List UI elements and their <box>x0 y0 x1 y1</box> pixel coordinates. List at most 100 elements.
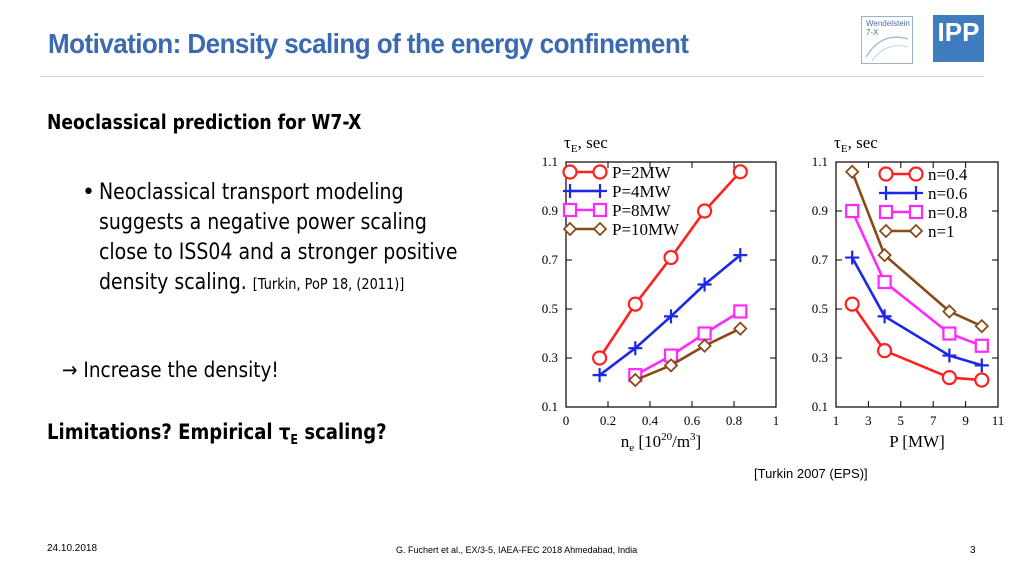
x-tick-label: 0.8 <box>726 413 742 428</box>
legend-marker <box>878 166 894 182</box>
legend-marker <box>563 184 577 198</box>
bullet-citation: [Turkin, PoP 18, (2011)] <box>252 275 405 293</box>
y-tick-label: 0.7 <box>812 252 829 267</box>
data-point <box>663 358 679 373</box>
data-point <box>877 247 892 263</box>
ipp-logo: IPP <box>933 15 984 62</box>
legend-label: n=1 <box>928 222 955 241</box>
series-line <box>634 327 741 382</box>
y-tick-label: 0.5 <box>812 301 828 316</box>
bullet-text: Neoclassical transport modeling suggests… <box>99 180 458 295</box>
x-tick-label: 11 <box>992 413 1005 428</box>
x-tick-label: 0 <box>563 413 570 428</box>
x-tick-label: 9 <box>962 413 969 428</box>
legend-label: n=0.6 <box>928 184 967 203</box>
series-line <box>851 210 983 348</box>
y-tick-label: 0.5 <box>542 301 558 316</box>
x-axis-label-main: P [MW] <box>889 432 945 451</box>
section-heading: Neoclassical prediction for W7-X <box>47 110 362 134</box>
data-point <box>592 368 607 383</box>
data-point <box>732 164 748 180</box>
y-axis-label-main: τ <box>834 133 841 152</box>
legend-label: n=0.8 <box>928 203 967 222</box>
series-line <box>851 303 982 382</box>
data-point <box>697 203 713 219</box>
legend-label: P=8MW <box>612 201 672 220</box>
x-axis-label: P [MW] <box>889 432 945 451</box>
x-tick-label: 7 <box>930 413 937 428</box>
legend-marker <box>593 184 607 198</box>
bullet-body: Neoclassical transport modeling suggests… <box>99 178 460 299</box>
data-point <box>844 164 860 180</box>
chart-panel-1: 0.1 0.3 0.5 0.7 0.9 1.1 0 0.2 0.4 0.6 0.8 1 τE, sec n… <box>542 133 780 454</box>
data-point <box>942 348 957 363</box>
data-point <box>877 343 893 359</box>
x-axis-label-close: ] <box>696 432 702 451</box>
limitations-text: Limitations? Empirical τ <box>47 420 291 444</box>
legend-label: P=4MW <box>612 182 672 201</box>
wendelstein-logo-text: Wendelstein 7-X <box>866 19 910 37</box>
data-point <box>974 318 990 334</box>
conclusion-text: Increase the density! <box>83 358 279 382</box>
y-tick-label: 0.1 <box>542 399 558 414</box>
plot-frame <box>835 161 999 408</box>
y-axis-label-unit: , sec <box>848 133 879 152</box>
data-point <box>877 274 892 290</box>
limitations-heading: Limitations? Empirical τE scaling? <box>47 420 387 448</box>
y-tick-label: 1.1 <box>542 154 558 169</box>
figure-citation: [Turkin 2007 (EPS)] <box>754 466 868 481</box>
y-axis-label: τE, sec <box>834 133 878 155</box>
wendelstein-logo-arc-icon <box>865 36 909 62</box>
y-tick-label: 0.3 <box>542 350 558 365</box>
series-line <box>634 310 741 377</box>
page-number: 3 <box>970 545 976 556</box>
legend-label: P=2MW <box>612 163 672 182</box>
x-tick-label: 0.2 <box>600 413 616 428</box>
wendelstein-7x-logo: Wendelstein 7-X <box>861 16 913 64</box>
plot-frame <box>565 161 777 408</box>
legend-marker <box>879 186 893 200</box>
data-point <box>733 304 748 319</box>
x-axis-label-sup2: 3 <box>690 431 696 443</box>
x-axis-label-unit: [10 <box>634 432 661 451</box>
x-tick-label: 3 <box>865 413 872 428</box>
limitations-subscript: E <box>290 433 299 449</box>
x-axis-label: ne [1020/m3] <box>621 431 701 454</box>
y-tick-label: 1.1 <box>812 154 828 169</box>
legend-marker <box>562 164 578 180</box>
conclusion-line: → Increase the density! <box>62 358 279 382</box>
footer-reference: G. Fuchert et al., EX/3-5, IAEA-FEC 2018… <box>396 545 638 555</box>
data-point <box>845 203 860 219</box>
data-point <box>697 326 712 341</box>
footer-date: 24.10.2018 <box>47 543 98 554</box>
data-point <box>877 309 892 324</box>
data-point <box>733 248 748 263</box>
legend-marker <box>592 221 608 237</box>
slide-title: Motivation: Density scaling of the energ… <box>48 28 689 59</box>
title-divider <box>40 76 984 77</box>
series-line <box>850 171 983 328</box>
confinement-figure: 0.10.30.50.70.91.10 0.2 0.4 0.6 0.8 1τE, secn… <box>542 133 1005 454</box>
data-point <box>664 309 678 324</box>
data-point <box>974 372 990 388</box>
legend-marker <box>592 202 608 218</box>
data-point <box>628 372 643 388</box>
y-tick-label: 0.3 <box>812 350 828 365</box>
data-point <box>697 277 712 292</box>
x-axis-label-tail: /m <box>672 432 690 451</box>
bullet-marker: • <box>82 180 95 205</box>
x-axis-label-sup: 20 <box>661 431 673 443</box>
x-tick-label: 1 <box>833 413 840 428</box>
legend-marker <box>878 204 894 220</box>
x-tick-label: 1 <box>773 413 780 428</box>
x-tick-label: 5 <box>898 413 905 428</box>
data-point <box>697 338 712 354</box>
legend-marker <box>908 166 924 182</box>
legend-marker <box>908 204 924 220</box>
x-tick-label: 0.6 <box>684 413 701 428</box>
y-tick-label: 0.7 <box>542 252 559 267</box>
wendelstein-logo-line2: 7-X <box>866 28 879 37</box>
arrow-right-icon: → <box>62 358 78 382</box>
data-point <box>628 341 643 356</box>
data-point <box>627 296 643 312</box>
